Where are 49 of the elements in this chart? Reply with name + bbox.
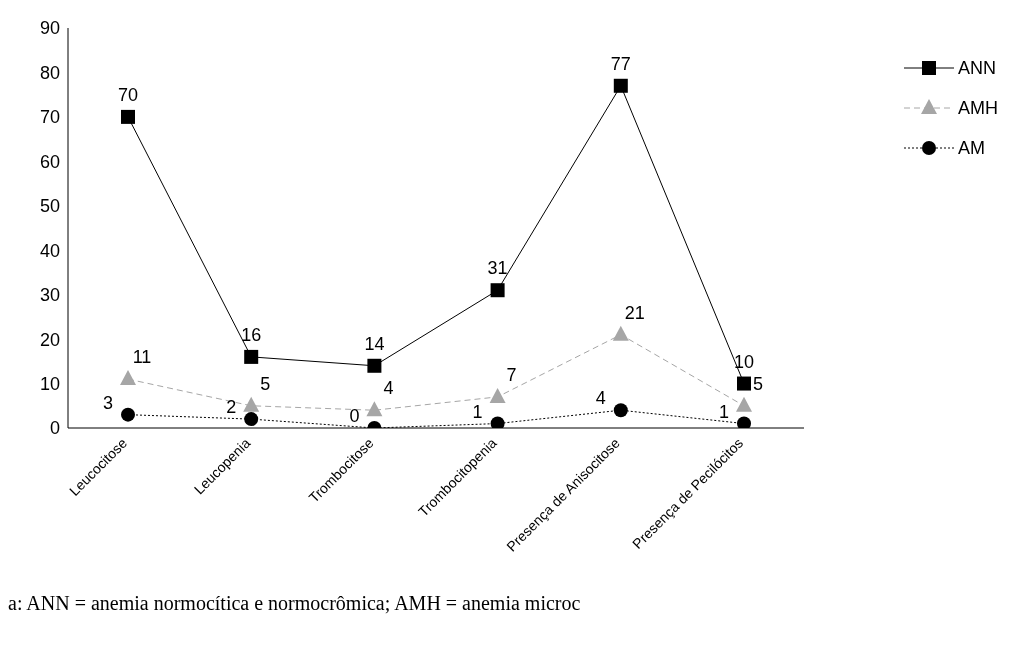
point bbox=[244, 412, 259, 427]
data-label: 1 bbox=[718, 401, 730, 422]
data-label: 4 bbox=[595, 388, 606, 409]
y-tick-label: 60 bbox=[39, 151, 60, 172]
data-label: 4 bbox=[383, 378, 394, 399]
y-tick-label: 40 bbox=[39, 240, 60, 261]
legend-label: AMH bbox=[958, 97, 998, 119]
data-label: 5 bbox=[260, 373, 271, 394]
y-tick-label: 0 bbox=[49, 418, 60, 439]
point bbox=[612, 325, 629, 341]
point bbox=[120, 370, 136, 386]
y-tick-label: 70 bbox=[39, 107, 60, 128]
point bbox=[366, 401, 383, 417]
point bbox=[489, 387, 506, 403]
point bbox=[737, 416, 751, 428]
point bbox=[244, 349, 259, 364]
data-label: 3 bbox=[102, 392, 114, 413]
point bbox=[367, 358, 382, 373]
data-label: 14 bbox=[364, 333, 385, 354]
point bbox=[243, 396, 260, 412]
legend-label: AM bbox=[958, 137, 985, 159]
data-label: 2 bbox=[226, 397, 237, 418]
text: a: ANN = anemia normocítica e normocrômica; AMH = anemia microc bbox=[8, 592, 582, 615]
data-label: 1 bbox=[472, 401, 483, 422]
data-label: 5 bbox=[752, 373, 764, 394]
point bbox=[490, 416, 505, 428]
point bbox=[121, 109, 135, 124]
y-tick-label: 10 bbox=[39, 373, 60, 394]
point bbox=[490, 283, 505, 298]
y-tick-label: 50 bbox=[39, 196, 60, 217]
data-label: 21 bbox=[624, 302, 645, 323]
y-tick-label: 20 bbox=[39, 329, 60, 350]
point bbox=[613, 403, 628, 418]
legend-label: ANN bbox=[958, 57, 997, 79]
data-label: 10 bbox=[733, 351, 755, 372]
point bbox=[736, 396, 752, 412]
data-label: 11 bbox=[132, 347, 152, 368]
data-label: 0 bbox=[349, 406, 360, 426]
point bbox=[613, 78, 628, 93]
data-label: 7 bbox=[506, 364, 517, 385]
data-label: 31 bbox=[487, 258, 508, 279]
data-label: 16 bbox=[241, 324, 262, 345]
y-tick-label: 30 bbox=[39, 285, 60, 306]
y-tick-label: 90 bbox=[39, 18, 60, 39]
point bbox=[737, 376, 751, 391]
y-tick-label: 80 bbox=[39, 62, 60, 83]
point bbox=[121, 407, 135, 422]
data-label: 77 bbox=[610, 53, 631, 74]
data-label: 70 bbox=[117, 84, 139, 105]
